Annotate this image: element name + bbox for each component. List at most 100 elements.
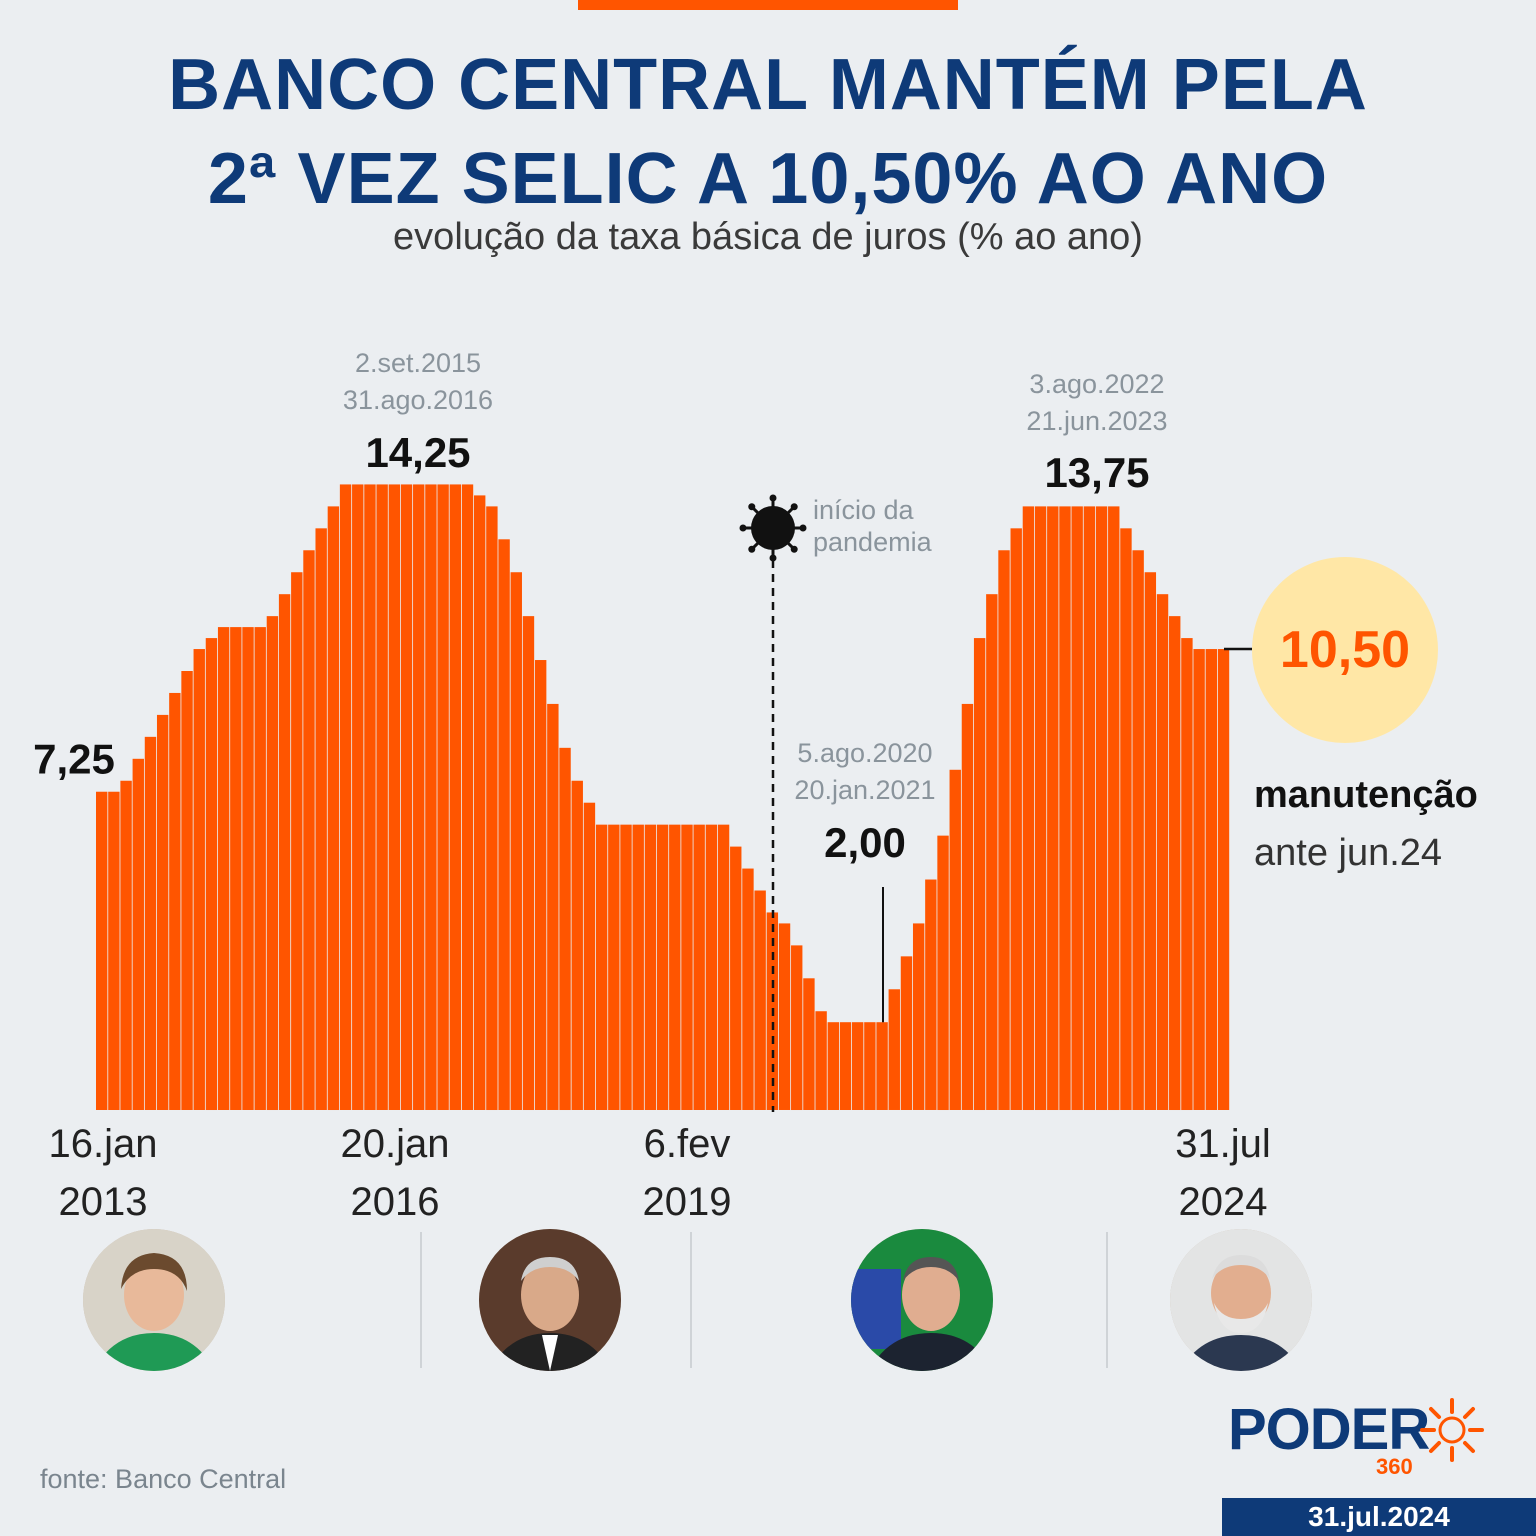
virus-icon-tip	[790, 545, 798, 553]
chart-bar	[949, 769, 961, 1110]
chart-bar	[656, 824, 669, 1110]
poder360-logo: PODER 360	[1228, 1396, 1488, 1486]
chart-bar	[693, 824, 705, 1110]
chart-bar	[852, 1022, 864, 1110]
data-label: 13,75	[1044, 449, 1149, 496]
chart-bar	[986, 594, 998, 1110]
page-title: BANCO CENTRAL MANTÉM PELA 2ª VEZ SELIC A…	[0, 38, 1536, 226]
chart-bar	[571, 780, 583, 1110]
top-accent-bar	[578, 0, 958, 10]
term-separator	[1106, 1232, 1108, 1368]
chart-bar	[156, 714, 169, 1110]
event-label: pandemia	[813, 527, 933, 557]
chart-bar	[547, 703, 559, 1110]
x-tick-label: 2019	[643, 1180, 732, 1224]
portrait-lula	[1170, 1229, 1312, 1371]
chart-bar	[1205, 649, 1217, 1110]
chart-bar	[217, 627, 230, 1110]
virus-icon-tip	[769, 494, 777, 502]
chart-bar	[681, 824, 693, 1110]
virus-icon-tip	[748, 545, 756, 553]
chart-bar	[961, 703, 974, 1110]
chart-bar	[644, 824, 657, 1110]
latest-note-strong: manutenção	[1254, 774, 1478, 816]
chart-bar	[608, 824, 620, 1110]
virus-icon	[739, 494, 807, 562]
virus-icon-body	[751, 506, 795, 550]
chart-bar	[937, 835, 949, 1111]
title-line-1: BANCO CENTRAL MANTÉM PELA	[168, 45, 1368, 125]
chart-bar	[400, 484, 413, 1110]
term-separator	[420, 1232, 422, 1368]
chart-bar	[315, 528, 327, 1110]
person-portrait-icon	[83, 1229, 225, 1371]
data-label: 2,00	[824, 819, 906, 866]
chart-bar	[620, 824, 632, 1110]
chart-bar	[1010, 528, 1022, 1110]
chart-bar	[1047, 506, 1059, 1111]
chart-bar	[120, 780, 132, 1110]
annotation-date: 3.ago.2022	[1029, 369, 1164, 399]
chart-bar	[193, 649, 205, 1110]
chart-bar	[352, 484, 364, 1110]
chart-bar	[583, 802, 596, 1110]
chart-bar	[388, 484, 401, 1110]
chart-bar	[266, 616, 279, 1111]
chart-bar	[376, 484, 388, 1110]
chart-bar	[474, 495, 486, 1110]
chart-bar	[278, 594, 291, 1110]
x-tick-label: 6.fev	[644, 1122, 731, 1166]
x-tick-label: 31.jul	[1175, 1122, 1271, 1166]
chart-bar	[1132, 550, 1144, 1110]
person-portrait-icon	[851, 1229, 993, 1371]
chart-bar	[791, 945, 803, 1111]
person-portrait-icon	[479, 1229, 621, 1371]
term-separator	[690, 1232, 692, 1368]
chart-bar	[413, 484, 425, 1110]
chart-bar	[1181, 638, 1193, 1111]
chart-bar	[1071, 506, 1083, 1111]
chart-bar	[632, 824, 644, 1110]
source-note: fonte: Banco Central	[40, 1464, 287, 1494]
chart-bar	[510, 572, 522, 1110]
chart-bar	[717, 824, 730, 1110]
chart-bar	[364, 484, 376, 1110]
chart-bar	[973, 638, 986, 1111]
chart-bar	[912, 923, 925, 1110]
chart-bar	[498, 539, 510, 1110]
data-label: 14,25	[365, 429, 470, 476]
chart-bar	[534, 660, 547, 1110]
chart-bar	[1169, 616, 1181, 1111]
chart-bar	[1095, 506, 1108, 1111]
chart-bar	[486, 506, 498, 1111]
chart-bar	[1217, 649, 1230, 1110]
annotation-date: 21.jun.2023	[1026, 406, 1167, 436]
bar-group	[96, 484, 1230, 1111]
chart-bar	[595, 824, 608, 1110]
latest-value: 10,50	[1279, 621, 1411, 679]
person-portrait-icon	[1170, 1229, 1312, 1371]
chart-bar	[559, 747, 571, 1111]
virus-icon-tip	[739, 524, 747, 532]
chart-bar	[230, 627, 242, 1110]
chart-bar	[1059, 506, 1071, 1111]
virus-icon-tip	[790, 503, 798, 511]
virus-icon-tip	[769, 554, 777, 562]
chart-bar	[778, 923, 791, 1110]
chart-bar	[876, 1022, 888, 1110]
chart-bar	[742, 868, 754, 1110]
chart-bar	[839, 1022, 852, 1110]
chart-bar	[132, 758, 144, 1110]
chart-bar	[1108, 506, 1120, 1111]
portrait-temer	[479, 1229, 621, 1371]
chart-bar	[181, 671, 193, 1110]
chart-bar	[254, 627, 266, 1110]
chart-bar	[303, 550, 315, 1110]
chart-bar	[705, 824, 718, 1110]
annotation-group: 7,25 2.set.2015 31.ago.2016 14,25 3.ago.2022…	[33, 348, 1252, 1112]
portrait-bolsonaro	[851, 1229, 993, 1371]
chart-subtitle: evolução da taxa básica de juros (% ao a…	[393, 216, 1143, 258]
chart-bar	[242, 627, 254, 1110]
chart-bar	[669, 824, 681, 1110]
